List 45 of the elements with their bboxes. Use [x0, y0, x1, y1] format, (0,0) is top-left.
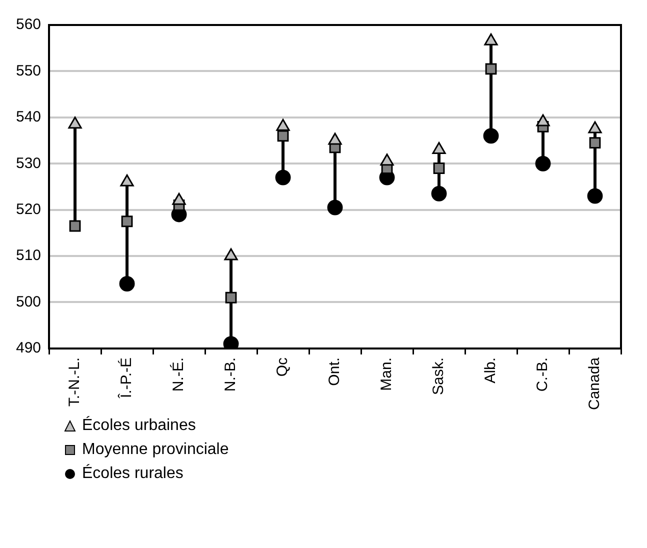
- x-tick-label: T.-N.-L.: [66, 357, 84, 407]
- y-tick-label: 530: [16, 154, 42, 172]
- point: [589, 137, 601, 149]
- point: [121, 216, 133, 228]
- y-tick-label: 500: [16, 293, 42, 310]
- x-tick-label: N.-É.: [169, 357, 188, 392]
- x-tick-label: Man.: [378, 357, 396, 391]
- point: [327, 200, 343, 216]
- y-tick-label: 520: [16, 200, 42, 218]
- point: [68, 116, 82, 129]
- legend-label: Écoles rurales: [82, 465, 184, 483]
- x-tick-label: Alb.: [482, 357, 500, 384]
- point: [432, 142, 446, 154]
- point: [535, 156, 551, 172]
- y-tick-label: 540: [16, 108, 42, 126]
- x-tick-label: Canada: [586, 356, 604, 410]
- point: [277, 130, 289, 142]
- x-tick-label: Qc: [274, 356, 292, 377]
- legend-label: Moyenne provinciale: [82, 441, 229, 459]
- point: [483, 128, 499, 144]
- point: [120, 174, 134, 186]
- point: [119, 276, 135, 292]
- y-tick-label: 560: [16, 16, 42, 34]
- point: [431, 186, 447, 202]
- point: [536, 114, 550, 126]
- x-tick-label: N.-B.: [222, 357, 240, 392]
- point: [587, 188, 603, 204]
- point: [485, 63, 497, 75]
- point: [433, 162, 445, 174]
- x-tick-label: Î.-P.-É: [117, 357, 136, 400]
- x-tick-label: Ont.: [326, 357, 344, 386]
- x-tick-label: C.-B.: [534, 357, 552, 392]
- y-tick-label: 490: [16, 340, 42, 357]
- point: [225, 292, 237, 304]
- point: [69, 220, 81, 232]
- legend-label: Écoles urbaines: [82, 417, 196, 435]
- point: [484, 33, 498, 46]
- y-tick-label: 510: [16, 247, 42, 264]
- point: [380, 154, 394, 166]
- y-tick-label: 550: [16, 62, 42, 80]
- point: [275, 170, 291, 186]
- point: [328, 132, 342, 145]
- x-tick-label: Sask.: [430, 357, 448, 395]
- point: [276, 118, 290, 131]
- point: [588, 121, 602, 134]
